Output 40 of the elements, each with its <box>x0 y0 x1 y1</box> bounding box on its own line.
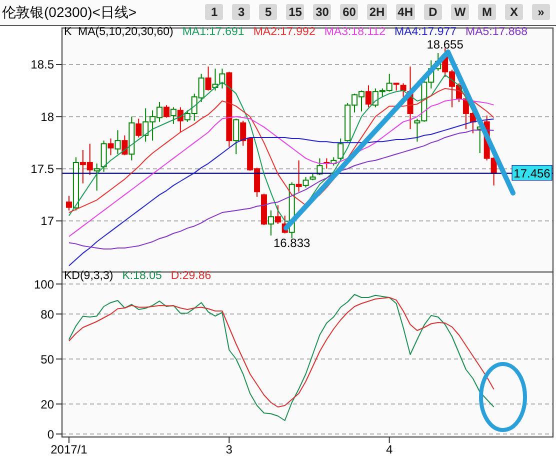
x-tick-label: 3 <box>226 442 233 457</box>
text: MA4:17.977 <box>394 26 457 38</box>
x-tick-label: 4 <box>386 442 393 457</box>
y-tick-label: 50 <box>40 352 54 366</box>
y-tick-label: 20 <box>40 397 54 412</box>
text: MA5:17.868 <box>466 26 528 38</box>
text: 5 <box>259 4 278 20</box>
y-tick-label: 17 <box>40 214 54 228</box>
annotation: 16.833 <box>273 236 311 250</box>
text: D:29.86 <box>170 270 212 282</box>
text: 30 <box>313 4 332 20</box>
text: 60 <box>340 4 358 20</box>
text: 15 <box>286 4 304 20</box>
text: X <box>505 4 523 20</box>
chart-title: 伦敦银(02300)<日线> <box>2 4 137 22</box>
text: MA3:18.112 <box>324 26 386 38</box>
y-tick-label: 17.5 <box>30 162 54 176</box>
y-tick-label: 0 <box>47 427 54 442</box>
text: 2H <box>367 4 387 20</box>
legend-title: KD(9,3,3) <box>64 270 114 282</box>
series-label: K:18.05 <box>122 270 162 282</box>
y-tick-label: 18 <box>40 110 54 124</box>
ref-line-label: 17.456 <box>514 166 551 180</box>
y-tick-label: 80 <box>40 307 54 322</box>
legend-title: K MA(5,10,20,30,60) <box>64 26 174 38</box>
text: 3 <box>232 4 250 20</box>
y-tick-label: 18.5 <box>30 58 54 72</box>
annotation: 18.655 <box>426 37 464 52</box>
text: W <box>451 4 469 20</box>
candlestick <box>128 116 135 161</box>
candlestick <box>177 106 184 133</box>
text: MA1:17.691 <box>182 26 244 38</box>
x-tick-label: 2017/1 <box>50 442 88 457</box>
text: 4H <box>396 4 415 20</box>
text: 1 <box>205 4 224 20</box>
text: D <box>424 4 442 20</box>
text: MA2:17.992 <box>253 26 316 38</box>
y-tick-label: 100 <box>34 277 54 292</box>
text: M <box>478 4 496 20</box>
text: » <box>532 4 550 20</box>
